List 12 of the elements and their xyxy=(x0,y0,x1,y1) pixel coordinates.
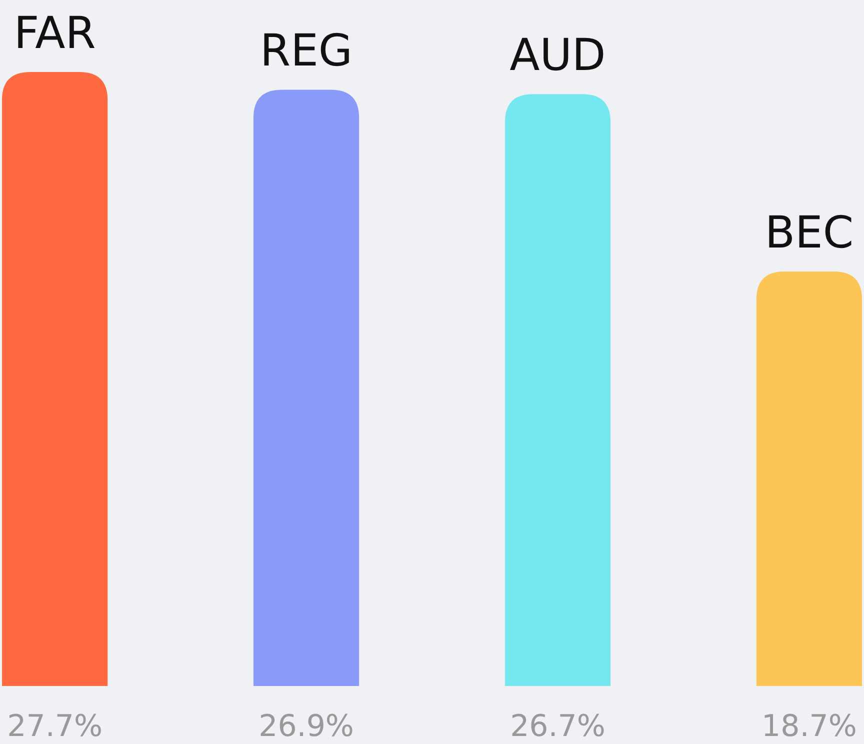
x-tick-label: AUD xyxy=(510,30,606,82)
data-label: 26.9% xyxy=(258,709,354,744)
data-label: 27.7% xyxy=(7,709,102,744)
bar xyxy=(253,90,360,686)
bar xyxy=(2,72,108,686)
bar xyxy=(504,94,611,686)
bar xyxy=(756,271,862,686)
x-tick-label: FAR xyxy=(14,8,96,59)
x-tick-label: REG xyxy=(260,26,353,77)
data-label: 26.7% xyxy=(510,709,606,744)
data-label: 18.7% xyxy=(762,709,857,744)
x-tick-label: BEC xyxy=(764,207,854,258)
